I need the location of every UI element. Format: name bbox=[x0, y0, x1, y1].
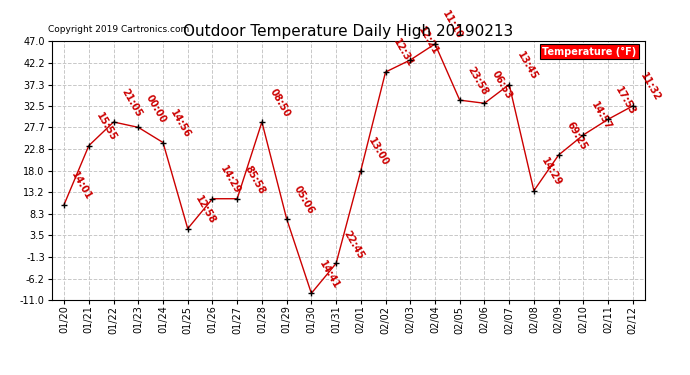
Text: 14:29: 14:29 bbox=[218, 164, 242, 196]
Text: 12:21: 12:21 bbox=[416, 26, 440, 57]
Text: 17:53: 17:53 bbox=[613, 85, 638, 117]
Text: 12:58: 12:58 bbox=[193, 194, 217, 226]
Text: 14:56: 14:56 bbox=[168, 108, 193, 140]
Text: 11:32: 11:32 bbox=[638, 71, 662, 103]
Text: 13:45: 13:45 bbox=[515, 50, 539, 82]
Title: Outdoor Temperature Daily High 20190213: Outdoor Temperature Daily High 20190213 bbox=[184, 24, 513, 39]
Text: 23:58: 23:58 bbox=[465, 65, 489, 98]
Text: 00:00: 00:00 bbox=[144, 93, 168, 124]
Text: 13:00: 13:00 bbox=[366, 136, 391, 168]
Text: 22:45: 22:45 bbox=[342, 229, 366, 261]
Text: 14:41: 14:41 bbox=[317, 259, 341, 291]
Text: 15:55: 15:55 bbox=[95, 111, 119, 143]
Text: Temperature (°F): Temperature (°F) bbox=[542, 46, 636, 57]
Text: 85:58: 85:58 bbox=[243, 164, 267, 196]
Text: Copyright 2019 Cartronics.com: Copyright 2019 Cartronics.com bbox=[48, 25, 190, 34]
Text: 14:29: 14:29 bbox=[540, 156, 564, 188]
Text: 69:25: 69:25 bbox=[564, 120, 589, 152]
Text: 08:50: 08:50 bbox=[268, 87, 292, 119]
Text: 14:57: 14:57 bbox=[589, 100, 613, 132]
Text: 14:01: 14:01 bbox=[70, 170, 94, 202]
Text: 21:05: 21:05 bbox=[119, 87, 144, 119]
Text: 05:06: 05:06 bbox=[292, 184, 316, 216]
Text: 12:31: 12:31 bbox=[391, 38, 415, 69]
Text: 06:53: 06:53 bbox=[490, 69, 514, 100]
Text: 11:10: 11:10 bbox=[440, 9, 464, 41]
